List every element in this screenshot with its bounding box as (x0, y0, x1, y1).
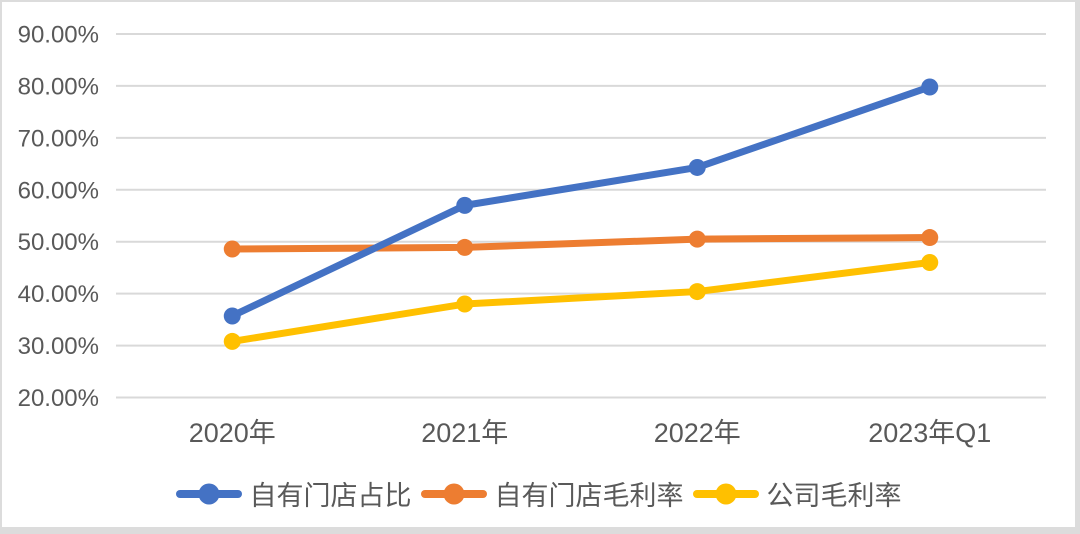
series-point-company-gross-margin (456, 295, 474, 313)
legend-line-dot-marker (692, 483, 759, 505)
line-chart-plot: 90.00% 80.00% 70.00% 60.00% 50.00% 40.00% 30.0… (18, 22, 1046, 448)
legend-item-company-gross-margin: 公司毛利率 (692, 474, 902, 513)
x-axis-tick-label: 2022年 (654, 418, 741, 448)
legend-line-dot-marker (420, 483, 487, 505)
series-line-company-gross-margin (228, 258, 934, 345)
legend-item-own-store-share: 自有门店占比 (175, 474, 412, 513)
series-point-own-store-share (223, 307, 241, 325)
x-axis-tick-label: 2023年Q1 (868, 418, 991, 448)
series-point-own-store-share (456, 196, 474, 214)
x-axis-tick-label: 2021年 (421, 418, 508, 448)
chart-legend: 自有门店占比 自有门店毛利率 公司毛利率 (2, 474, 1075, 513)
series-point-own-store-gross-margin (456, 238, 474, 256)
y-axis-tick-label: 60.00% (18, 177, 99, 204)
x-axis-tick-label: 2020年 (189, 418, 276, 448)
y-axis-tick-label: 50.00% (18, 229, 99, 256)
legend-item-label: 自有门店毛利率 (494, 481, 684, 511)
series-point-own-store-share (688, 158, 706, 176)
series-point-company-gross-margin (223, 332, 241, 350)
y-axis-tick-label: 80.00% (18, 73, 99, 100)
series-point-own-store-gross-margin (223, 240, 241, 258)
y-axis-tick-label: 70.00% (18, 125, 99, 152)
series-point-own-store-gross-margin (921, 229, 939, 247)
legend-item-own-store-gross-margin: 自有门店毛利率 (420, 474, 684, 513)
y-axis-tick-label: 40.00% (18, 281, 99, 308)
series-line-own-store-share (228, 83, 934, 320)
y-axis-tick-label: 30.00% (18, 333, 99, 360)
series-point-own-store-share (921, 78, 939, 96)
y-axis-tick-label: 20.00% (18, 385, 99, 412)
legend-line-dot-marker (175, 483, 242, 505)
series-line-own-store-gross-margin (228, 234, 934, 253)
series-point-own-store-gross-margin (688, 230, 706, 248)
y-axis-tick-label: 90.00% (18, 22, 99, 49)
series-point-company-gross-margin (921, 253, 939, 271)
legend-item-label: 公司毛利率 (766, 481, 902, 511)
series-point-company-gross-margin (688, 283, 706, 301)
legend-item-label: 自有门店占比 (249, 481, 412, 511)
